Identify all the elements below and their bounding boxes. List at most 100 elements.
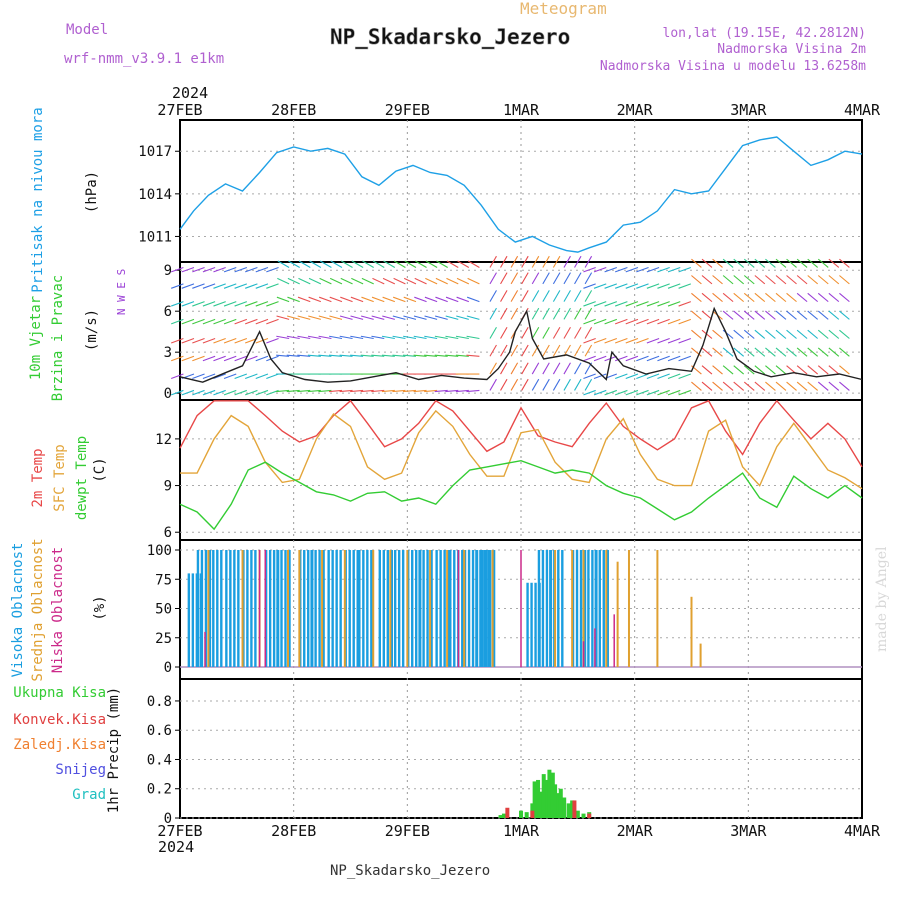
time-tick-top: 28FEB	[271, 101, 316, 119]
wind-arrow	[521, 326, 529, 339]
precip-legend-entry: Konvek.Kisa	[13, 712, 106, 728]
wind-arrow	[636, 373, 649, 380]
wind-arrow	[531, 307, 540, 320]
wind-arrow	[667, 373, 681, 380]
wind-arrow	[712, 292, 723, 303]
temp-series-line	[180, 409, 863, 490]
wind-arrow	[223, 355, 237, 362]
wind-arrow	[500, 290, 508, 302]
wind-arrow	[392, 335, 406, 340]
wind-arrow	[413, 354, 427, 357]
wind-arrow	[245, 355, 258, 362]
cloud-bar-low	[457, 550, 460, 667]
wind-arrow	[500, 326, 508, 339]
wind-arrow	[786, 381, 797, 391]
y-tick-label: 9	[164, 479, 172, 495]
wind-arrow	[489, 362, 497, 375]
cloud-bar-mid	[406, 550, 409, 667]
wind-arrow	[678, 337, 692, 344]
wind-arrow	[287, 277, 300, 285]
wind-arrow	[466, 354, 480, 357]
cloud-bar-high	[479, 550, 482, 667]
wind-arrow	[657, 373, 670, 380]
wind-arrow	[636, 266, 649, 273]
cloud-bar-high	[488, 550, 492, 667]
wind-arrow	[202, 373, 216, 380]
wind-arrow	[351, 260, 364, 268]
cloud-bar-high	[415, 550, 418, 667]
wind-arrow	[339, 335, 353, 340]
wind-arrow	[425, 260, 438, 268]
wind-arrow	[574, 255, 582, 268]
wind-arrow	[542, 255, 550, 268]
cloud-bar-mid	[627, 550, 630, 667]
wind-arrow	[765, 310, 776, 320]
wind-arrow	[583, 355, 596, 362]
cloud-bar-high	[272, 550, 276, 667]
wind-arrow	[563, 307, 571, 320]
wind-arrow	[691, 347, 702, 357]
cloud-bar-high	[307, 550, 310, 667]
wind-arrow	[614, 389, 628, 396]
cloud-bar-mid	[571, 550, 574, 667]
wind-arrow	[521, 290, 529, 302]
model-label: Model	[66, 22, 108, 38]
wind-arrow	[593, 337, 607, 344]
time-tick-bottom: 1MAR	[503, 822, 540, 840]
wind-arrow	[593, 373, 607, 380]
year-bottom: 2024	[158, 838, 194, 856]
precip-bar-total	[539, 791, 544, 818]
wind-arrow	[489, 290, 497, 302]
cloud-bar-high	[475, 550, 478, 667]
wind-arrow	[754, 329, 766, 339]
wind-arrow	[583, 373, 596, 380]
wind-arrow	[350, 315, 364, 320]
wind-arrow	[392, 315, 406, 320]
wind-arrow	[255, 389, 269, 396]
wind-arrow	[351, 277, 364, 285]
cloud-bar-high	[467, 550, 471, 667]
wind-arrow	[625, 389, 639, 396]
wind-arrow	[817, 329, 829, 339]
cloud-bar-high	[196, 550, 200, 667]
wind-arrow	[733, 310, 745, 320]
temp-series-line	[179, 459, 863, 531]
cloud-bar-high	[418, 550, 421, 667]
wind-arrow	[434, 389, 448, 393]
temp-ylabel-3: dewpt Temp	[74, 436, 90, 520]
wind-arrow	[371, 315, 385, 320]
wind-arrow	[722, 381, 734, 391]
cloud-bar-high	[254, 550, 257, 667]
wind-arrow	[223, 337, 237, 344]
cloud-bar-high	[606, 550, 609, 667]
wind-arrow	[223, 283, 237, 289]
cloud-bar-high	[598, 550, 601, 667]
wind-arrow	[657, 266, 670, 273]
cloud-bar-mid	[616, 561, 619, 667]
y-tick-label: 25	[155, 631, 172, 647]
cloud-bar-high	[561, 550, 564, 667]
cloud-bar-high	[288, 550, 291, 667]
wind-arrow	[413, 335, 427, 340]
wind-arrow	[434, 315, 448, 320]
wind-arrow	[542, 290, 550, 302]
wind-arrow	[329, 296, 343, 303]
wind-arrow	[489, 344, 497, 357]
wind-arrow	[754, 347, 766, 357]
wind-arrow	[593, 318, 607, 325]
y-tick-label: 12	[155, 432, 172, 448]
cloud-bar-high	[303, 550, 306, 667]
wind-arrow	[563, 362, 571, 375]
wind-arrow	[287, 296, 300, 303]
wind-arrow	[583, 266, 596, 273]
wind-arrow	[213, 337, 226, 344]
cloud-bar-high	[284, 550, 287, 667]
wind-arrow	[266, 355, 279, 362]
cloud-bar-mid	[429, 550, 432, 667]
wind-arrow	[255, 373, 269, 380]
wind-arrow	[775, 258, 787, 268]
cloud-bar-high	[492, 550, 496, 667]
wind-arrow	[361, 277, 374, 285]
cloud-bar-high	[443, 550, 446, 667]
wind-arrow	[403, 296, 417, 303]
